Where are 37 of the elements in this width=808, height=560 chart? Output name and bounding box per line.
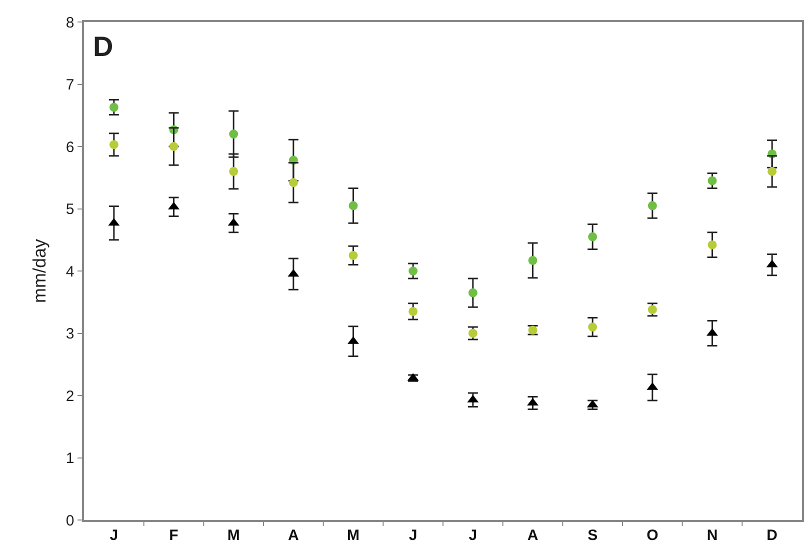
point (348, 201, 358, 210)
point (768, 166, 777, 176)
y-tick-label: 7 (66, 76, 74, 94)
annotation: D (93, 31, 114, 62)
x-tick-label: J (110, 526, 118, 544)
point (229, 166, 238, 176)
point (588, 322, 598, 332)
point (468, 288, 478, 298)
point (109, 140, 118, 150)
point (288, 178, 298, 188)
y-tick-label: 5 (66, 201, 74, 218)
point (229, 130, 238, 139)
y-tick-label: 0 (66, 512, 74, 530)
x-tick-label: D (766, 526, 778, 544)
point (528, 256, 538, 265)
x-tick-label: J (468, 526, 478, 544)
point (708, 240, 717, 250)
point (588, 232, 598, 242)
x-tick-label: A (288, 526, 299, 544)
x-tick-label: N (706, 526, 718, 544)
y-tick-label: 6 (66, 138, 74, 156)
x-tick-label: O (646, 526, 659, 544)
point (348, 250, 358, 260)
point (648, 201, 657, 210)
x-tick-label: M (347, 526, 360, 544)
x-tick-label: M (227, 526, 240, 544)
point (169, 142, 178, 151)
y-tick-label: 3 (66, 326, 74, 342)
y-tick-label: 2 (66, 388, 74, 405)
y-tick-label: 8 (66, 14, 74, 32)
x-tick-label: J (408, 526, 418, 544)
y-tick-label: 4 (66, 263, 74, 280)
y-axis-title: mm/day (30, 238, 50, 304)
y-tick-label: 1 (66, 450, 74, 467)
x-tick-label: A (527, 526, 538, 544)
x-tick-label: S (588, 526, 598, 544)
x-tick-label: F (169, 526, 178, 544)
